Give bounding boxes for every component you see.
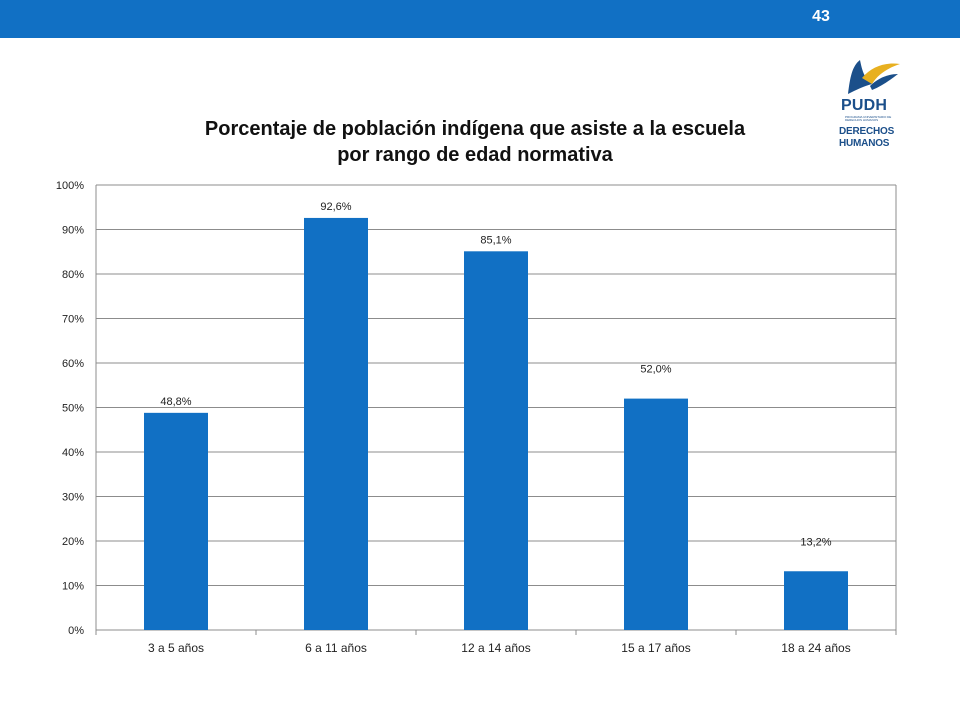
x-tick-label: 3 a 5 años — [148, 641, 204, 655]
y-tick-label: 60% — [62, 358, 84, 370]
logo-tagline: PROGRAMA UNIVERSITARIO DE DERECHOS HUMAN… — [845, 116, 892, 121]
y-tick-label: 50% — [62, 403, 84, 415]
bird-emblem-icon — [848, 60, 900, 94]
y-tick-label: 20% — [62, 536, 84, 548]
logo-title: PUDH — [841, 97, 888, 114]
bar — [464, 251, 528, 630]
bar — [624, 398, 688, 630]
bar — [304, 217, 368, 630]
chart-title: Porcentaje de población indígena que asi… — [120, 116, 830, 168]
x-tick-label: 18 a 24 años — [781, 641, 850, 655]
data-label: 52,0% — [640, 364, 671, 376]
y-tick-label: 70% — [62, 314, 84, 326]
y-tick-label: 0% — [68, 625, 84, 637]
y-tick-label: 100% — [56, 180, 84, 192]
data-label: 92,6% — [320, 201, 351, 213]
header-bar — [0, 0, 960, 38]
page-number: 43 — [812, 8, 830, 25]
chart-title-line-2: por rango de edad normativa — [337, 144, 613, 166]
bar — [144, 412, 208, 630]
logo-line-2: HUMANOS — [839, 138, 890, 149]
pudh-logo: PUDH PROGRAMA UNIVERSITARIO DE DERECHOS … — [836, 56, 906, 152]
bar — [784, 571, 848, 630]
y-tick-label: 90% — [62, 225, 84, 237]
y-tick-label: 10% — [62, 581, 84, 593]
chart-title-line-1: Porcentaje de población indígena que asi… — [204, 118, 746, 140]
x-tick-label: 6 a 11 años — [305, 641, 367, 655]
x-tick-label: 12 a 14 años — [461, 641, 530, 655]
y-tick-label: 30% — [62, 492, 84, 504]
logo-line-1: DERECHOS — [839, 126, 895, 137]
x-tick-label: 15 a 17 años — [621, 641, 690, 655]
data-label: 85,1% — [480, 234, 511, 246]
y-tick-label: 80% — [62, 269, 84, 281]
y-tick-label: 40% — [62, 447, 84, 459]
data-label: 13,2% — [800, 536, 831, 548]
data-label: 48,8% — [160, 396, 191, 408]
